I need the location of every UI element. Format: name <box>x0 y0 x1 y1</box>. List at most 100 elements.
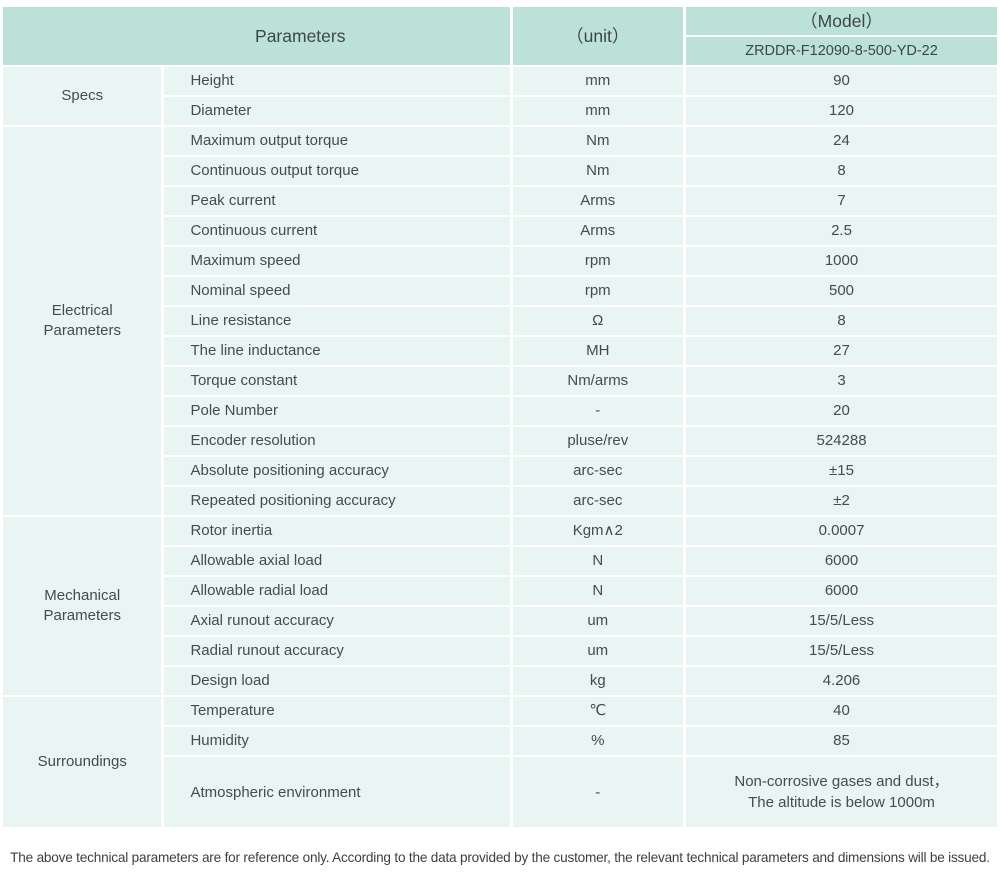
table-row: Nominal speed rpm 500 <box>3 277 997 305</box>
unit-cell: N <box>512 577 684 605</box>
parameter-cell: Torque constant <box>164 367 510 395</box>
unit-cell: arc-sec <box>512 457 684 485</box>
parameter-cell: Radial runout accuracy <box>164 637 510 665</box>
parameter-cell: Design load <box>164 667 510 695</box>
unit-cell: % <box>512 727 684 755</box>
parameter-cell: Nominal speed <box>164 277 510 305</box>
unit-cell: Ω <box>512 307 684 335</box>
table-row: Absolute positioning accuracy arc-sec ±15 <box>3 457 997 485</box>
parameter-cell: Pole Number <box>164 397 510 425</box>
unit-cell: rpm <box>512 247 684 275</box>
table-row: Allowable axial load N 6000 <box>3 547 997 575</box>
table-row: Encoder resolution pluse/rev 524288 <box>3 427 997 455</box>
unit-cell: um <box>512 637 684 665</box>
unit-cell: N <box>512 547 684 575</box>
value-cell: 500 <box>686 277 997 305</box>
table-row: Mechanical Parameters Rotor inertia Kgm∧2 0… <box>3 517 997 695</box>
parameter-cell: Peak current <box>164 187 510 215</box>
parameter-cell: Axial runout accuracy <box>164 607 510 635</box>
value-cell: 8 <box>686 307 997 335</box>
value-cell: 7 <box>686 187 997 215</box>
value-cell: 6000 <box>686 577 997 605</box>
unit-cell: - <box>512 397 684 425</box>
parameter-cell: Maximum speed <box>164 247 510 275</box>
table-row: The line inductance MH 27 <box>3 337 997 365</box>
value-cell: 85 <box>686 727 997 755</box>
unit-cell: arc-sec <box>512 487 684 515</box>
footer-note: The above technical parameters are for r… <box>10 850 990 865</box>
value-cell: 2.5 <box>686 217 997 245</box>
table-body: Specs Height mm 90 Diameter mm 120 Electrical P… <box>3 67 997 827</box>
value-cell: 20 <box>686 397 997 425</box>
parameter-cell: Height <box>164 67 510 95</box>
table-row: Continuous output torque Nm 8 <box>3 157 997 185</box>
parameter-cell: The line inductance <box>164 337 510 365</box>
table-row: Design load kg 4.206 <box>3 667 997 695</box>
model-number: ZRDDR-F12090-8-500-YD-22 <box>686 37 997 65</box>
unit-cell: kg <box>512 667 684 695</box>
value-cell: 90 <box>686 67 997 95</box>
unit-cell: Arms <box>512 217 684 245</box>
table-row: Atmospheric environment - Non-corrosive ga… <box>3 757 997 827</box>
table-row: Radial runout accuracy um 15/5/Less <box>3 637 997 665</box>
table-row: Peak current Arms 7 <box>3 187 997 215</box>
unit-cell: Nm <box>512 157 684 185</box>
table-row: Torque constant Nm/arms 3 <box>3 367 997 395</box>
unit-cell: Nm <box>512 127 684 155</box>
section-label: Mechanical Parameters <box>3 517 162 695</box>
section-label: Specs <box>3 67 162 125</box>
parameter-cell: Temperature <box>164 697 510 725</box>
value-cell: 6000 <box>686 547 997 575</box>
table-row: Diameter mm 120 <box>3 97 997 125</box>
parameter-cell: Repeated positioning accuracy <box>164 487 510 515</box>
parameter-cell: Rotor inertia <box>164 517 510 545</box>
unit-cell: Kgm∧2 <box>512 517 684 545</box>
value-cell: 40 <box>686 697 997 725</box>
table-row: Line resistance Ω 8 <box>3 307 997 335</box>
unit-cell: pluse/rev <box>512 427 684 455</box>
unit-cell: Arms <box>512 187 684 215</box>
parameter-cell: Continuous current <box>164 217 510 245</box>
parameters-header: Parameters <box>3 7 510 65</box>
value-cell: 1000 <box>686 247 997 275</box>
unit-cell: mm <box>512 67 684 95</box>
table-row: Axial runout accuracy um 15/5/Less <box>3 607 997 635</box>
table-row: Continuous current Arms 2.5 <box>3 217 997 245</box>
parameter-cell: Atmospheric environment <box>164 757 510 827</box>
value-cell: 524288 <box>686 427 997 455</box>
unit-cell: - <box>512 757 684 827</box>
value-cell: 120 <box>686 97 997 125</box>
parameter-cell: Encoder resolution <box>164 427 510 455</box>
value-cell: 24 <box>686 127 997 155</box>
value-cell: 0.0007 <box>686 517 997 545</box>
table-row: Humidity% 85 <box>3 727 997 755</box>
unit-header: （unit） <box>512 7 684 65</box>
value-cell: ±15 <box>686 457 997 485</box>
parameter-cell: Allowable axial load <box>164 547 510 575</box>
spec-table-header: Parameters （unit） （Model） ZRDDR-F12090-8… <box>3 7 997 65</box>
unit-cell: mm <box>512 97 684 125</box>
table-row: Specs Height mm 90 <box>3 67 997 125</box>
value-cell: 4.206 <box>686 667 997 695</box>
parameter-cell: Absolute positioning accuracy <box>164 457 510 485</box>
parameter-cell: Line resistance <box>164 307 510 335</box>
value-cell: 15/5/Less <box>686 637 997 665</box>
unit-cell: MH <box>512 337 684 365</box>
table-row: Electrical Parameters Maximum output torq… <box>3 127 997 515</box>
unit-cell: um <box>512 607 684 635</box>
value-cell: 8 <box>686 157 997 185</box>
section-label: Electrical Parameters <box>3 127 162 515</box>
value-cell: Non-corrosive gases and dust， The altitu… <box>686 757 997 827</box>
table-row: Repeated positioning accuracy arc-sec ±2 <box>3 487 997 515</box>
parameter-cell: Diameter <box>164 97 510 125</box>
value-cell: 15/5/Less <box>686 607 997 635</box>
unit-cell: ℃ <box>512 697 684 725</box>
unit-cell: rpm <box>512 277 684 305</box>
value-cell: 27 <box>686 337 997 365</box>
value-cell: 3 <box>686 367 997 395</box>
table-row: Allowable radial load N 6000 <box>3 577 997 605</box>
table-row: Maximum speed rpm 1000 <box>3 247 997 275</box>
spec-table: Parameters （unit） （Model） ZRDDR-F12090-8… <box>0 5 1000 829</box>
value-cell: ±2 <box>686 487 997 515</box>
model-header: （Model） <box>686 7 997 35</box>
